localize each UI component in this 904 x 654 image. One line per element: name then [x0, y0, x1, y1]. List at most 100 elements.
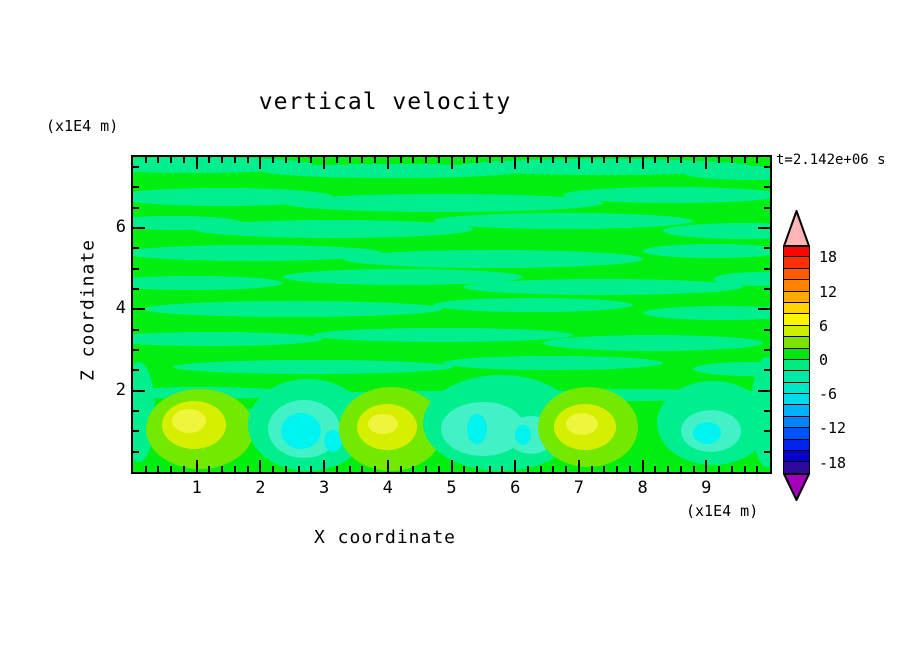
- x-tick-label: 3: [318, 478, 330, 498]
- contour-streak: [443, 356, 663, 370]
- x-minor-tick: [285, 466, 287, 472]
- colorbar-tick-label: 0: [819, 351, 829, 369]
- x-tick-label: 8: [637, 478, 648, 498]
- x-minor-tick: [438, 157, 440, 163]
- colorbar-segment: [783, 451, 810, 463]
- x-minor-tick: [489, 466, 491, 472]
- y-minor-tick: [133, 288, 139, 290]
- x-major-tick: [514, 460, 516, 472]
- y-minor-tick: [133, 430, 139, 432]
- x-minor-tick: [463, 157, 465, 163]
- x-major-tick: [705, 460, 707, 472]
- x-minor-tick: [540, 466, 542, 472]
- x-tick-label: 5: [446, 478, 457, 498]
- x-minor-tick: [298, 157, 300, 163]
- contour-streak: [133, 276, 283, 290]
- y-minor-tick: [133, 349, 139, 351]
- x-minor-tick: [501, 157, 503, 163]
- colorbar-tick-label: -6: [819, 385, 838, 404]
- colorbar-under-arrow: [783, 474, 810, 501]
- colorbar-tick-label: -12: [819, 419, 847, 438]
- y-major-tick: [758, 308, 770, 310]
- y-minor-tick: [764, 369, 770, 371]
- x-minor-tick: [540, 157, 542, 163]
- y-minor-tick: [764, 349, 770, 351]
- x-minor-tick: [527, 157, 529, 163]
- contour-streak: [453, 159, 753, 175]
- x-minor-tick: [374, 466, 376, 472]
- y-major-tick: [133, 390, 145, 392]
- colorbar-segment: [783, 314, 810, 326]
- y-minor-tick: [764, 430, 770, 432]
- x-minor-tick: [221, 466, 223, 472]
- x-minor-tick: [667, 157, 669, 163]
- x-minor-tick: [591, 466, 593, 472]
- x-minor-tick: [667, 466, 669, 472]
- contour-streak: [643, 306, 770, 320]
- y-major-tick: [133, 227, 145, 229]
- colorbar-segment: [783, 291, 810, 303]
- x-major-tick: [705, 157, 707, 169]
- x-minor-tick: [680, 157, 682, 163]
- y-minor-tick: [133, 268, 139, 270]
- contour-streak: [693, 362, 770, 376]
- x-minor-tick: [438, 466, 440, 472]
- x-minor-tick: [234, 157, 236, 163]
- x-major-tick: [387, 157, 389, 169]
- contour-streak: [433, 298, 633, 312]
- y-minor-tick: [764, 186, 770, 188]
- y-minor-tick: [133, 451, 139, 453]
- contour-streak: [143, 301, 443, 317]
- y-major-tick: [758, 227, 770, 229]
- x-major-tick: [451, 460, 453, 472]
- x-tick-label: 9: [701, 478, 712, 498]
- x-minor-tick: [616, 157, 618, 163]
- x-minor-tick: [731, 466, 733, 472]
- x-major-tick: [196, 460, 198, 472]
- x-major-tick: [196, 157, 198, 169]
- x-minor-tick: [412, 157, 414, 163]
- x-minor-tick: [629, 157, 631, 163]
- x-major-tick: [451, 157, 453, 169]
- x-minor-tick: [234, 466, 236, 472]
- contour-field-svg: [133, 157, 770, 472]
- contour-blob: [693, 422, 721, 444]
- x-minor-tick: [272, 466, 274, 472]
- y-minor-tick: [133, 247, 139, 249]
- contour-streak: [683, 166, 770, 180]
- y-minor-tick: [133, 166, 139, 168]
- y-minor-tick: [133, 410, 139, 412]
- contour-field: [133, 157, 770, 472]
- x-minor-tick: [400, 466, 402, 472]
- contour-streak: [193, 220, 473, 238]
- x-minor-tick: [527, 466, 529, 472]
- x-minor-tick: [349, 157, 351, 163]
- contour-blob: [281, 413, 321, 449]
- contour-blob: [368, 414, 398, 434]
- x-minor-tick: [425, 157, 427, 163]
- contour-blob: [324, 430, 342, 452]
- colorbar-segment: [783, 348, 810, 360]
- y-minor-tick: [764, 410, 770, 412]
- x-minor-tick: [654, 466, 656, 472]
- x-minor-tick: [731, 157, 733, 163]
- colorbar-segment: [783, 302, 810, 315]
- y-minor-tick: [764, 288, 770, 290]
- x-minor-tick: [476, 157, 478, 163]
- x-minor-tick: [310, 466, 312, 472]
- x-major-tick: [642, 157, 644, 169]
- x-minor-tick: [412, 466, 414, 472]
- contour-streak: [463, 279, 743, 295]
- x-minor-tick: [629, 466, 631, 472]
- x-minor-tick: [145, 157, 147, 163]
- x-minor-tick: [756, 157, 758, 163]
- contour-streak: [173, 360, 453, 374]
- x-minor-tick: [170, 466, 172, 472]
- y-major-tick: [133, 308, 145, 310]
- y-minor-tick: [764, 329, 770, 331]
- x-minor-tick: [183, 466, 185, 472]
- y-minor-tick: [764, 166, 770, 168]
- contour-streak: [643, 244, 770, 258]
- contour-blob: [566, 413, 598, 435]
- x-minor-tick: [336, 157, 338, 163]
